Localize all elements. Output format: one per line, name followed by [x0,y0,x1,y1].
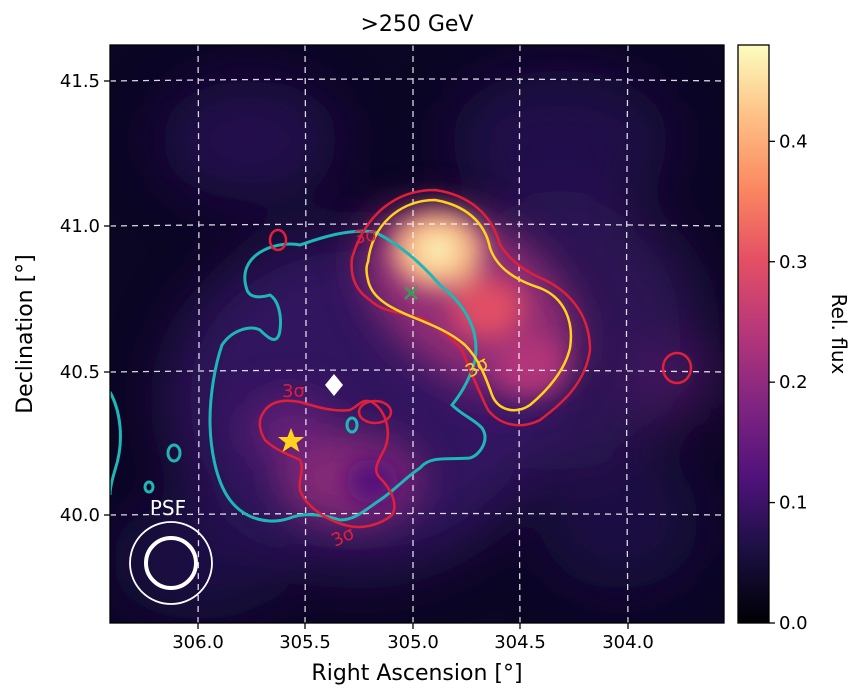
colorbar-ticks: 0.0 0.1 0.2 0.3 0.4 [769,131,808,634]
y-tick-marks [104,80,110,516]
x-tick-label: 304.0 [602,632,654,653]
cross-marker [404,286,418,300]
grid-line-ra-304.5 [518,45,521,623]
x-tick-marks [197,623,629,629]
grid-line-dec-40.0 [110,512,724,516]
colorbar-tick-label: 0.0 [779,613,808,634]
plot-frame [109,44,725,624]
colorbar-tick-label: 0.1 [779,493,808,514]
grid-line-dec-41.0 [110,223,724,227]
psf-label: PSF [150,496,186,520]
cyan-contour-shell [208,229,487,523]
contour-label-red-north: 3σ [352,224,378,249]
x-tick-label: 305.5 [279,632,331,653]
colorbar-tick-label: 0.2 [779,372,808,393]
cyan-contour-blob-2 [143,480,155,494]
yellow-contours [365,198,573,412]
emission-peak [496,336,566,396]
cyan-contour-blob-3 [345,416,359,434]
x-tick-label: 304.5 [494,632,546,653]
y-axis-label: Declination [°] [13,254,38,414]
emission-peak [346,458,399,504]
colorbar-gradient [738,45,769,623]
psf-inner-circle [144,536,198,590]
y-tick-label: 41.0 [60,216,100,237]
red-contour-blob-2 [268,228,288,252]
y-tick-label: 40.5 [60,362,100,383]
colorbar-tick-label: 0.3 [779,252,808,273]
red-contour-blob-3 [661,351,693,385]
diamond-marker [325,374,343,396]
emission-peak-core [421,236,454,265]
grid-line-dec-41.5 [110,78,724,82]
colorbar-label: Rel. flux [827,294,851,375]
red-contour-south [258,399,396,529]
grid-line-ra-304.0 [625,45,629,623]
x-tick-label: 306.0 [172,632,224,653]
red-contour-blob-1 [357,399,393,425]
grid-line-dec-40.5 [110,369,724,373]
red-contour-main [350,188,592,427]
x-axis-label: Right Ascension [°] [311,661,522,686]
x-tick-label: 305.0 [387,632,439,653]
cyan-contour-blob-1 [166,443,182,463]
psf-indicator: PSF [129,496,213,605]
red-contours [258,188,693,529]
chart-title: >250 GeV [360,12,473,37]
y-tick-label: 40.0 [60,505,100,526]
coordinate-grid [110,45,724,623]
psf-outer-circle [129,521,213,605]
heatmap-area: 3σ 3σ 3σ 3σ PSF [110,45,724,623]
contour-label-red-south: 3σ [282,381,305,402]
colorbar-tick-label: 0.4 [779,131,808,152]
colorbar-frame [737,44,770,624]
colorbar: 0.0 0.1 0.2 0.3 0.4 Rel. flux [737,44,851,634]
star-marker [278,428,304,452]
grid-line-ra-306.0 [197,45,200,623]
grid-line-ra-305.5 [304,45,307,623]
y-tick-label: 41.5 [60,71,100,92]
yellow-contour-main [365,198,573,412]
